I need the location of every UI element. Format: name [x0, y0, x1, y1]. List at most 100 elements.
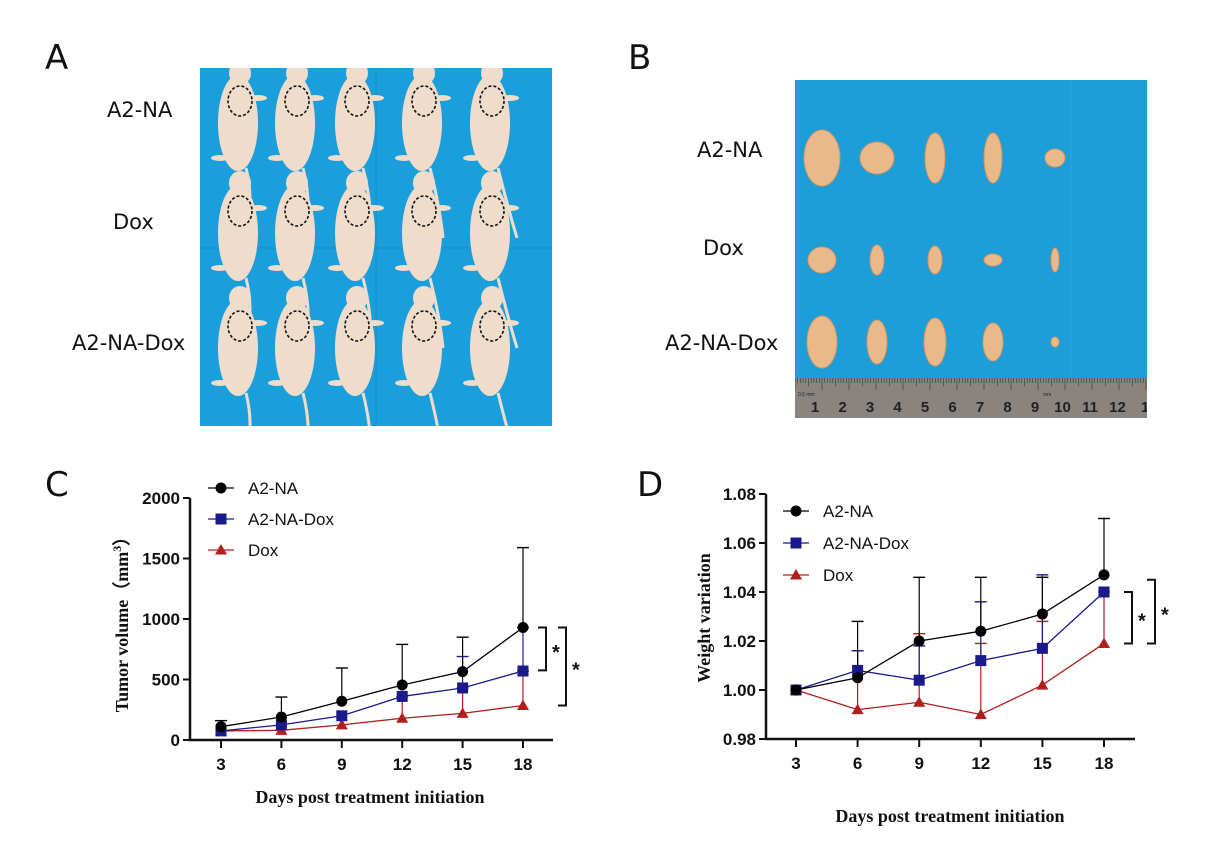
mouse-body — [470, 185, 510, 281]
series-line-a2-na-dox — [795, 591, 1105, 691]
data-point-a2-na — [1098, 569, 1110, 581]
y-tick-label: 1500 — [142, 550, 180, 569]
data-point-a2-na — [790, 684, 802, 696]
mouse-head — [286, 68, 308, 85]
data-point-a2-na-dox — [1098, 586, 1110, 598]
ruler-label: 12 — [1109, 399, 1126, 416]
panel-b-row-label: Dox — [703, 236, 744, 260]
mouse-leg — [249, 320, 267, 326]
mouse-head — [346, 68, 368, 85]
chart-c-ylabel: Tumor volume（mm3） — [110, 528, 132, 713]
mouse-leg — [249, 205, 267, 211]
x-tick-label: 3 — [791, 754, 800, 773]
data-point-dox — [335, 718, 348, 730]
x-tick-label: 3 — [216, 755, 225, 774]
tumor-circle — [344, 85, 370, 117]
tumor-circle — [227, 310, 253, 342]
mice-photo — [200, 68, 552, 426]
legend-marker — [215, 513, 227, 525]
legend-marker — [215, 482, 227, 494]
chart-c-ylabel-unit: （mm — [112, 552, 132, 600]
mouse-leg — [249, 95, 267, 101]
ruler-unit-label: 0.5 mm — [798, 392, 815, 398]
ruler-label: 3 — [866, 399, 874, 416]
mouse-leg — [463, 265, 481, 271]
mouse-body — [275, 75, 315, 171]
data-point-dox — [851, 703, 864, 715]
x-tick-label: 9 — [337, 755, 346, 774]
data-point-dox — [396, 712, 409, 723]
x-tick-label: 9 — [914, 754, 923, 773]
data-point-a2-na — [457, 666, 469, 678]
tumor — [982, 322, 1004, 362]
data-point-dox — [517, 699, 529, 711]
mouse — [395, 68, 451, 239]
x-tick-label: 15 — [1033, 754, 1052, 773]
mouse-leg — [328, 380, 346, 386]
y-tick-label: 1.08 — [723, 485, 756, 504]
mouse — [268, 68, 324, 239]
tumors-photo: 1 2 3 4 5 6 7 8 9 10 11 12 1 0.5 mm mm — [795, 80, 1147, 418]
x-tick-label: 6 — [277, 755, 286, 774]
mouse-body — [335, 300, 375, 396]
panel-b-row-label: A2-NA-Dox — [665, 331, 779, 355]
data-point-a2-na — [396, 679, 408, 691]
series-line-a2-na — [795, 574, 1105, 691]
chart-d-ylabel: Weight variation — [694, 553, 714, 683]
y-tick-label: 1000 — [142, 610, 180, 629]
panel-letter-c: C — [45, 465, 69, 505]
x-tick-label: 18 — [1095, 754, 1114, 773]
mouse — [395, 171, 451, 349]
tumor-circle — [344, 310, 370, 342]
mouse-head — [413, 68, 435, 85]
tumors-photo-svg: 1 2 3 4 5 6 7 8 9 10 11 12 10.5 mm mm — [795, 80, 1147, 418]
tumor — [859, 141, 895, 175]
mouse-tail — [301, 392, 310, 426]
data-point-dox — [913, 696, 926, 707]
panel-a-row-label: Dox — [113, 210, 154, 234]
tumor — [983, 132, 1003, 184]
mouse-head — [229, 68, 251, 85]
ruler-label: 1 — [811, 399, 819, 416]
chart-c-xlabel: Days post treatment initiation — [255, 787, 484, 807]
mouse-leg — [306, 95, 324, 101]
mouse-leg — [395, 380, 413, 386]
panel-letter-d: D — [637, 465, 664, 505]
y-tick-label: 500 — [152, 671, 180, 690]
significance-bracket — [1147, 578, 1156, 645]
x-tick-label: 6 — [853, 754, 862, 773]
x-tick-label: 15 — [453, 755, 472, 774]
mouse-body — [402, 300, 442, 396]
y-tick-label: 1.00 — [723, 681, 756, 700]
mouse-leg — [366, 320, 384, 326]
data-point-a2-na-dox — [913, 674, 925, 686]
mouse — [328, 286, 384, 426]
mouse — [268, 171, 324, 349]
mouse-body — [402, 75, 442, 171]
mouse-leg — [433, 205, 451, 211]
series-line-a2-na-dox — [220, 670, 524, 732]
mouse-leg — [211, 265, 229, 271]
mouse-leg — [463, 380, 481, 386]
data-point-a2-na-dox — [852, 664, 864, 676]
tumor-circle — [284, 85, 310, 117]
tumor — [927, 245, 943, 275]
panel-a-row-label: A2-NA — [107, 98, 173, 122]
data-point-dox — [1098, 637, 1110, 648]
tumor — [1050, 247, 1060, 273]
panel-b-row-label: A2-NA — [697, 138, 763, 162]
mouse — [463, 171, 519, 349]
tumor — [983, 253, 1003, 267]
significance-star: * — [552, 642, 560, 664]
mouse-head — [413, 171, 435, 195]
mouse-leg — [366, 205, 384, 211]
mouse-leg — [463, 155, 481, 161]
mouse-head — [286, 286, 308, 310]
tumor — [869, 244, 885, 276]
chart-c-ylabel-main: Tumor volume — [112, 600, 132, 713]
ruler-label: 5 — [921, 399, 929, 416]
ruler-label: 8 — [1003, 399, 1011, 416]
tumor-circle — [284, 195, 310, 227]
mice-photo-svg — [200, 68, 552, 426]
mouse-head — [286, 171, 308, 195]
